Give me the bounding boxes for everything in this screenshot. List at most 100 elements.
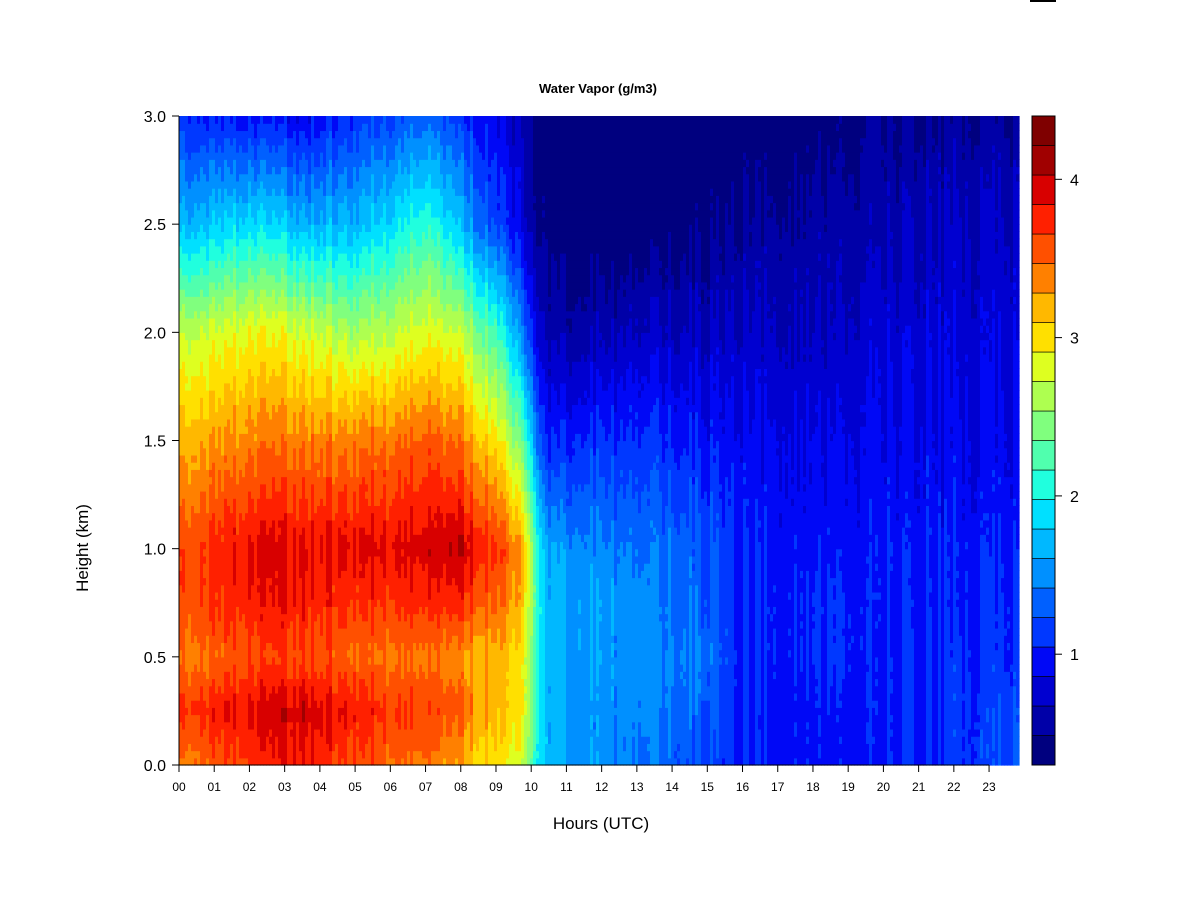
heatmap-cell: [209, 577, 213, 586]
heatmap-cell: [194, 382, 198, 391]
heatmap-cell: [212, 563, 216, 571]
heatmap-cell: [206, 353, 210, 362]
heatmap-cell: [197, 692, 201, 701]
heatmap-cell: [203, 757, 207, 766]
heatmap-cell: [191, 671, 195, 680]
heatmap-cell: [215, 736, 219, 744]
heatmap-cell: [203, 289, 207, 297]
heatmap-cell: [224, 375, 228, 384]
heatmap-cell: [206, 613, 210, 622]
heatmap-cell: [212, 570, 216, 579]
heatmap-cell: [212, 116, 216, 124]
heatmap-cell: [221, 743, 225, 752]
heatmap-cell: [227, 469, 231, 478]
heatmap-cell: [218, 649, 222, 658]
heatmap-cell: [188, 116, 192, 124]
heatmap-cell: [227, 202, 231, 211]
heatmap-cell: [212, 476, 216, 485]
heatmap-cell: [203, 353, 207, 362]
heatmap-cell: [230, 166, 234, 175]
heatmap-cell: [203, 231, 207, 240]
heatmap-cell: [230, 743, 234, 752]
heatmap-cell: [215, 577, 219, 586]
heatmap-cell: [188, 289, 192, 297]
heatmap-cell: [200, 332, 204, 341]
heatmap-cell: [215, 757, 219, 766]
heatmap-cell: [185, 310, 189, 319]
heatmap-cell: [185, 216, 189, 225]
heatmap-cell: [200, 159, 204, 168]
heatmap-cell: [203, 404, 207, 413]
heatmap-cell: [179, 137, 183, 146]
heatmap-cell: [182, 620, 186, 629]
heatmap-cell: [221, 368, 225, 377]
heatmap-cell: [191, 743, 195, 752]
heatmap-cell: [188, 433, 192, 442]
heatmap-cell: [191, 664, 195, 672]
heatmap-cell: [212, 642, 216, 651]
heatmap-cell: [203, 260, 207, 269]
heatmap-cell: [188, 411, 192, 420]
heatmap-cell: [212, 613, 216, 622]
heatmap-cell: [215, 224, 219, 232]
heatmap-cell: [218, 353, 222, 362]
heatmap-cell: [218, 469, 222, 478]
heatmap-cell: [203, 382, 207, 391]
heatmap-cell: [194, 195, 198, 204]
heatmap-cell: [221, 224, 225, 232]
heatmap-cell: [227, 152, 231, 160]
heatmap-cell: [179, 195, 183, 204]
heatmap-cell: [215, 202, 219, 211]
heatmap-cell: [194, 397, 198, 406]
heatmap-cell: [182, 454, 186, 463]
heatmap-cell: [200, 245, 204, 254]
heatmap-cell: [188, 462, 192, 470]
heatmap-cell: [197, 144, 201, 153]
heatmap-cell: [185, 397, 189, 406]
heatmap-cell: [188, 375, 192, 384]
heatmap-cell: [206, 707, 210, 716]
heatmap-cell: [230, 728, 234, 737]
heatmap-cell: [221, 375, 225, 384]
heatmap-cell: [200, 512, 204, 521]
heatmap-cell: [215, 476, 219, 485]
heatmap-cell: [206, 152, 210, 160]
heatmap-field: [179, 116, 1020, 766]
heatmap-cell: [209, 490, 213, 499]
heatmap-cell: [224, 180, 228, 189]
heatmap-cell: [197, 750, 201, 759]
heatmap-cell: [188, 534, 192, 543]
heatmap-cell: [182, 635, 186, 644]
heatmap-cell: [185, 743, 189, 752]
heatmap-cell: [191, 555, 195, 564]
heatmap-cell: [221, 527, 225, 535]
heatmap-cell: [218, 303, 222, 312]
heatmap-cell: [185, 390, 189, 398]
heatmap-cell: [188, 137, 192, 146]
heatmap-cell: [200, 317, 204, 326]
heatmap-cell: [197, 382, 201, 391]
heatmap-cell: [221, 253, 225, 261]
heatmap-cell: [224, 216, 228, 225]
heatmap-cell: [179, 700, 183, 708]
heatmap-cell: [197, 433, 201, 442]
heatmap-cell: [197, 736, 201, 744]
heatmap-cell: [185, 123, 189, 132]
heatmap-cell: [218, 678, 222, 687]
heatmap-cell: [230, 469, 234, 478]
heatmap-cell: [224, 721, 228, 730]
heatmap-cell: [191, 325, 195, 333]
heatmap-cell: [197, 498, 201, 506]
heatmap-cell: [203, 216, 207, 225]
heatmap-cell: [218, 195, 222, 204]
heatmap-cell: [221, 548, 225, 557]
heatmap-cell: [197, 627, 201, 636]
heatmap-cell: [182, 519, 186, 528]
heatmap-cell: [179, 281, 183, 290]
heatmap-cell: [179, 310, 183, 319]
heatmap-cell: [218, 245, 222, 254]
heatmap-cell: [179, 750, 183, 759]
heatmap-cell: [188, 476, 192, 485]
heatmap-cell: [191, 757, 195, 766]
heatmap-cell: [221, 144, 225, 153]
